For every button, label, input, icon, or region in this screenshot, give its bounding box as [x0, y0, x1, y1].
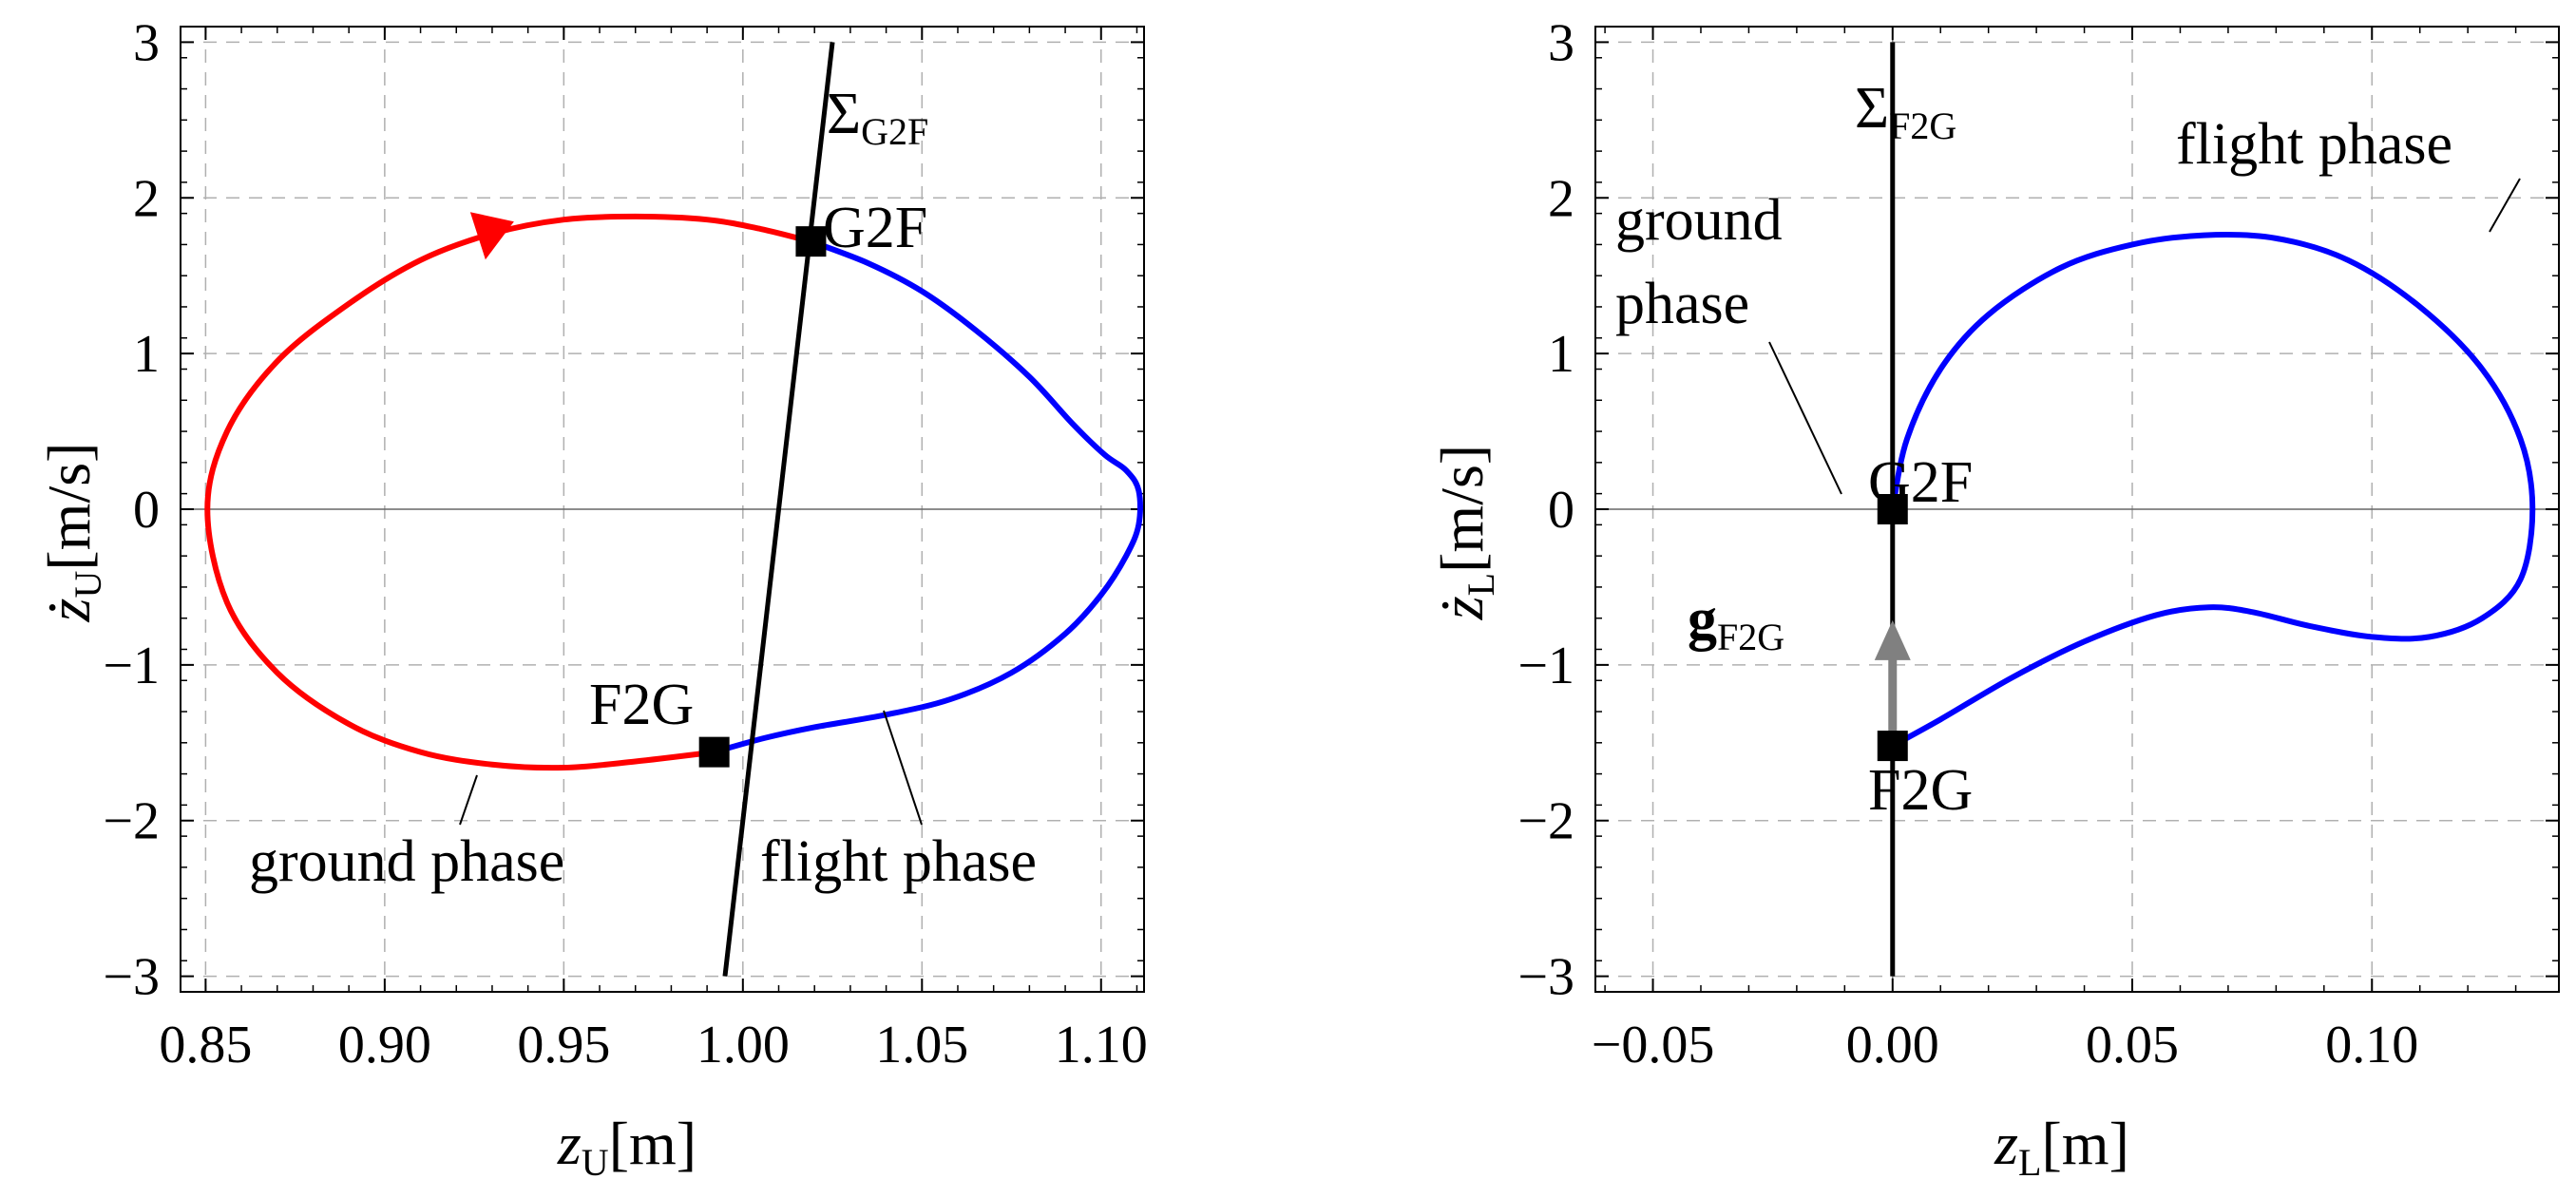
g2f-label-right: G2F — [1868, 450, 1973, 515]
x-tick-label: 0.00 — [1846, 1016, 1939, 1074]
x-tick-label: 0.90 — [338, 1016, 431, 1074]
x-tick-label: 1.00 — [696, 1016, 790, 1074]
y-tick-label: −3 — [1517, 948, 1574, 1007]
overlay-left — [469, 212, 827, 768]
series-left — [204, 42, 1143, 977]
surface-label-left: ΣG2F — [827, 82, 928, 153]
overlay-right — [1874, 494, 1911, 762]
flight-phase-leader-right — [2489, 178, 2521, 233]
y-tick-label: 0 — [1548, 481, 1574, 540]
x-tick-label: 0.05 — [2086, 1016, 2179, 1074]
x-axis-title-left: zU[m] — [557, 1110, 696, 1184]
y-tick-label: 0 — [133, 481, 160, 540]
x-tick-label: 0.10 — [2325, 1016, 2418, 1074]
y-tick-label: −2 — [1517, 792, 1574, 851]
x-tick-label: −0.05 — [1592, 1016, 1715, 1074]
y-tick-label: 2 — [133, 169, 160, 228]
chart-right: −0.05 0.00 0.05 0.10 −3 −2 −1 0 1 2 3 zL[m] żL[m/s… — [1428, 13, 2560, 1184]
x-axis-title-right: zL[m] — [1994, 1110, 2129, 1184]
y-tick-label: 3 — [1548, 13, 1574, 72]
flight-phase-curve — [1889, 231, 2536, 749]
ground-phase-leader-right — [1768, 341, 1842, 495]
y-tick-label: −1 — [1517, 637, 1574, 695]
f2g-label-left: F2G — [589, 673, 694, 737]
direction-arrow — [469, 212, 514, 260]
g2f-marker — [795, 226, 827, 257]
y-tick-label: 1 — [133, 325, 160, 384]
f2g-label-right: F2G — [1868, 758, 1973, 823]
x-tick-label: 1.05 — [875, 1016, 968, 1074]
y-axis-title-left: żU[m/s] — [35, 443, 109, 623]
y-tick-label: −3 — [103, 948, 160, 1007]
y-tick-label: 3 — [133, 13, 160, 72]
flight-phase-label-right: flight phase — [2176, 112, 2452, 177]
surface-label-right: ΣF2G — [1855, 76, 1956, 147]
y-tick-label: −2 — [103, 792, 160, 851]
g2f-label-left: G2F — [823, 196, 927, 260]
y-tick-label: −1 — [103, 637, 160, 695]
grid-left — [181, 27, 1144, 992]
ground-phase-curve — [204, 213, 812, 771]
vector-label-right: gF2G — [1688, 587, 1784, 658]
g2f-marker — [1877, 494, 1908, 524]
ground-phase-label-left: ground phase — [249, 829, 564, 894]
flight-phase-leader-left — [883, 710, 923, 826]
vector-arrowhead — [1874, 619, 1911, 660]
x-tick-label: 1.10 — [1055, 1016, 1148, 1074]
ground-phase-label-right-2: phase — [1615, 272, 1749, 336]
ticks-right: −0.05 0.00 0.05 0.10 −3 −2 −1 0 1 2 3 — [1517, 13, 2559, 1074]
x-tick-label: 0.85 — [159, 1016, 252, 1074]
x-tick-label: 0.95 — [517, 1016, 610, 1074]
y-axis-title-right: żL[m/s] — [1428, 445, 1502, 620]
ticks-left: 0.85 0.90 0.95 1.00 1.05 1.10 −3 −2 −1 0 1 2 3 — [103, 13, 1147, 1074]
ground-phase-leader-left — [459, 774, 478, 826]
flight-phase-curve — [713, 238, 1143, 755]
f2g-marker — [698, 736, 730, 768]
flight-phase-label-left: flight phase — [760, 829, 1037, 894]
chart-left: 0.85 0.90 0.95 1.00 1.05 1.10 −3 −2 −1 0 1 2 3 zU[m]… — [35, 13, 1148, 1184]
ground-phase-label-right-1: ground — [1615, 188, 1783, 253]
f2g-marker — [1877, 731, 1908, 762]
switching-surface-line — [722, 42, 835, 977]
y-tick-label: 2 — [1548, 169, 1574, 228]
y-tick-label: 1 — [1548, 325, 1574, 384]
